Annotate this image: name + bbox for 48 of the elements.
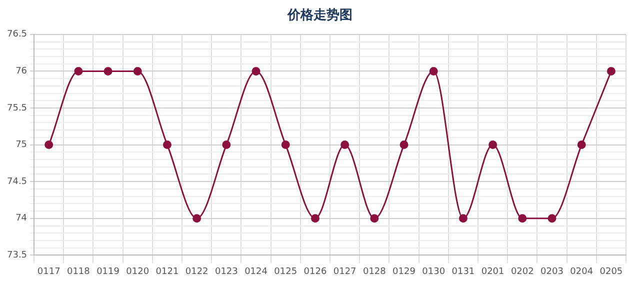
point [400,140,408,150]
point [429,66,438,76]
x-tick-label: 0120 [126,266,150,277]
x-tick-label: 0125 [274,266,298,277]
x-tick-label: 0203 [540,266,564,277]
point [74,66,83,76]
point [340,140,350,150]
x-tick-label: 0128 [362,266,386,277]
y-tick-label: 74 [16,214,28,224]
point [606,66,616,76]
x-tick-label: 0204 [570,266,594,277]
y-tick-label: 73.5 [6,250,28,261]
point [192,214,202,223]
x-tick-label: 0205 [600,266,623,277]
y-tick-label: 74.5 [6,176,28,187]
point [281,140,290,150]
point [104,66,112,76]
point [44,140,54,150]
x-tick-label: 0201 [481,266,504,277]
point [458,214,468,223]
x-tick-label: 0118 [66,266,90,277]
point [577,140,586,150]
x-tick-label: 0121 [156,266,179,277]
point [488,140,498,150]
point [370,214,379,223]
x-tick-label: 0119 [96,266,120,277]
x-tick-label: 0117 [37,266,60,277]
x-tick-label: 0124 [244,266,268,277]
point [518,214,527,223]
point [222,140,231,150]
point [162,140,172,150]
x-tick-label: 0130 [422,266,446,277]
x-tick-label: 0123 [214,266,238,277]
point [548,214,556,223]
x-tick-label: 0126 [304,266,327,277]
point [133,66,142,76]
x-tick-label: 0127 [333,266,356,277]
x-tick-label: 0202 [510,266,534,277]
y-tick-label: 75 [16,140,28,150]
x-tick-label: 0131 [452,266,475,277]
chart-title: 价格走势图 [286,7,354,24]
x-tick-label: 0122 [185,266,208,277]
point [310,214,320,223]
x-tick-label: 0129 [392,266,416,277]
y-tick-label: 76.5 [6,30,28,40]
point [252,66,260,76]
y-tick-label: 75.5 [6,103,28,114]
y-tick-label: 76 [16,66,28,77]
